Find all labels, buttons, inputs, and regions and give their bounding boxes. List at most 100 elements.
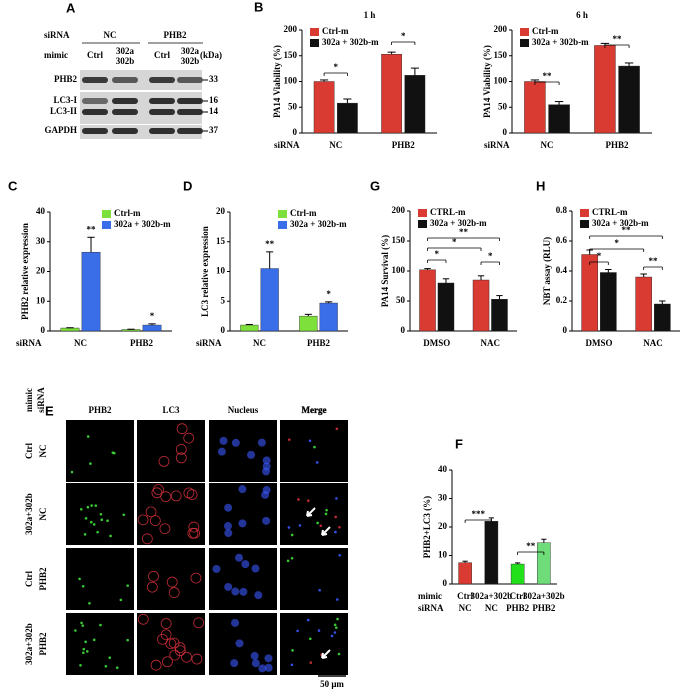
signal [74, 629, 77, 632]
signal [258, 664, 267, 673]
blot-band [177, 77, 203, 83]
arrow [306, 507, 316, 517]
x-axis-label: siRNA [274, 140, 300, 150]
y-tick-label: 0 [293, 127, 298, 137]
signal [241, 560, 250, 569]
y-tick-label: 50 [498, 101, 508, 111]
signal [122, 513, 126, 517]
sig-label: ** [649, 256, 659, 266]
signal [160, 618, 172, 629]
signal [333, 623, 337, 627]
blot-band-name: GAPDH [45, 125, 78, 135]
blot-band-name: LC3-II [50, 106, 78, 116]
micrograph [66, 548, 134, 610]
signal [217, 447, 226, 456]
signal [290, 533, 294, 537]
signal [318, 588, 321, 592]
signal [137, 613, 149, 625]
signal [333, 631, 337, 634]
sig-label: * [614, 238, 619, 248]
legend-label: 302a + 302b-m [430, 218, 487, 228]
blot-band [82, 98, 108, 104]
scale-bar-label: 50 μm [320, 679, 344, 689]
bar [337, 102, 358, 134]
legend-swatch [102, 210, 111, 218]
legend-label: 302a + 302b-m [290, 219, 347, 229]
y-axis-label: PA14 Viability (%) [272, 45, 282, 118]
signal [334, 626, 338, 629]
bar [381, 54, 402, 134]
chart-title: 1 h [364, 10, 376, 20]
signal [88, 601, 91, 605]
signal [317, 629, 321, 632]
y-tick-label: 0 [563, 325, 568, 335]
signal [89, 462, 92, 465]
blot-band [82, 77, 108, 83]
row-label: NC [38, 508, 48, 521]
blot-kda: 14 [209, 106, 219, 116]
signal [181, 651, 192, 663]
bar [142, 324, 162, 332]
blot-lane: 302b [116, 56, 135, 66]
bar [654, 303, 671, 332]
y-tick-label: 20 [36, 266, 46, 276]
x-tick-label-2: NC [459, 603, 472, 613]
y-tick-label: 0.6 [556, 235, 568, 245]
row-header: mimic [24, 388, 34, 412]
bar [419, 269, 436, 332]
micrograph [137, 420, 205, 482]
signal [224, 529, 233, 538]
signal [83, 533, 87, 536]
blot-band [149, 98, 175, 104]
signal [337, 652, 341, 656]
y-tick-label: 30 [438, 493, 448, 503]
x-tick-label-2: PHB2 [532, 603, 556, 613]
x-tick-label: Ctrl [510, 591, 526, 601]
signal [82, 647, 86, 651]
signal [324, 512, 328, 516]
blot-unit: (kDa) [200, 50, 222, 60]
y-tick-label: 30 [36, 236, 46, 246]
y-tick-label: 0 [443, 578, 448, 588]
signal [231, 587, 240, 596]
blot-band [177, 109, 203, 115]
bar [404, 75, 426, 134]
x-tick-label: NC [74, 338, 87, 348]
signal [84, 517, 88, 520]
y-tick-label: 150 [494, 50, 508, 60]
legend-label: Ctrl-m [322, 26, 349, 36]
signal [94, 504, 98, 507]
signal [334, 515, 337, 519]
signal [296, 629, 299, 633]
bar [635, 276, 652, 332]
panel-label: E [45, 403, 54, 418]
legend-label: 302a + 302b-m [592, 218, 649, 228]
signal [330, 634, 334, 638]
micrograph [137, 548, 205, 610]
bar [484, 521, 499, 585]
signal [335, 497, 338, 500]
signal [235, 639, 244, 648]
blot-strip [80, 92, 202, 124]
signal [166, 576, 178, 588]
bar [491, 299, 508, 332]
signal [319, 524, 323, 528]
signal [231, 618, 240, 627]
signal [162, 656, 173, 668]
bar [60, 327, 80, 332]
signal [316, 521, 319, 525]
signal [141, 533, 153, 545]
bar [618, 65, 640, 134]
micrograph [209, 548, 277, 610]
signal [150, 659, 162, 671]
blot-band [177, 128, 203, 134]
signal [190, 572, 202, 584]
bar [472, 279, 490, 332]
signal [85, 650, 89, 653]
legend-swatch [310, 28, 319, 36]
legend-swatch [580, 220, 589, 228]
signal [170, 490, 182, 502]
signal [247, 450, 256, 459]
signal [313, 445, 316, 449]
signal [79, 507, 83, 511]
